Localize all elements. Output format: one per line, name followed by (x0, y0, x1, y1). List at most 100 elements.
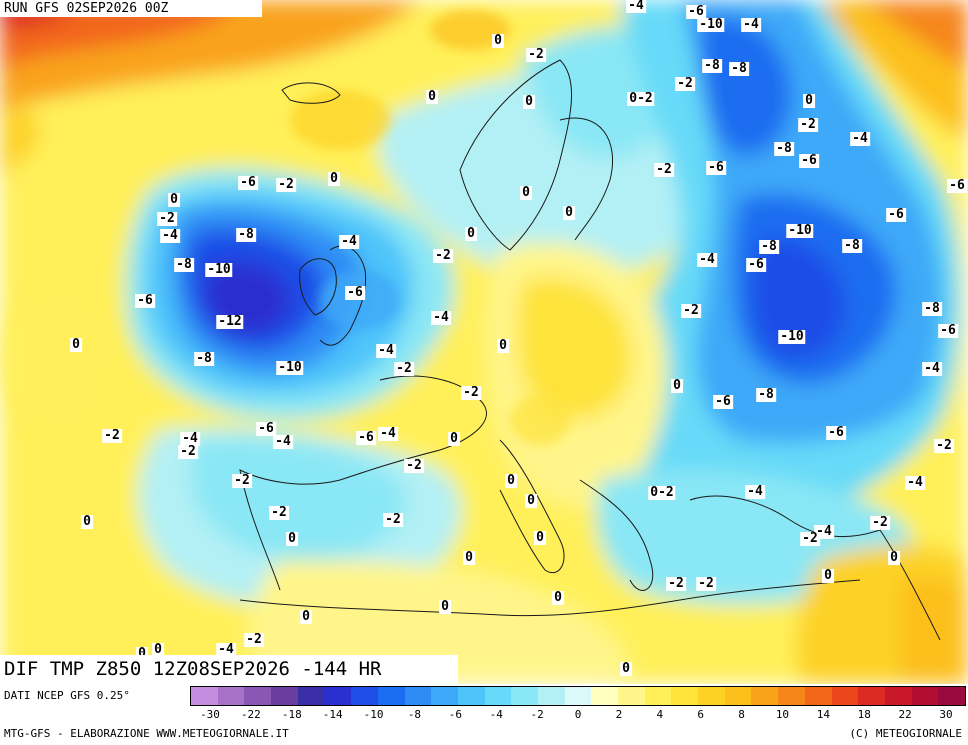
contour-value-label: -2 (681, 303, 701, 318)
scale-tick-label: -8 (407, 708, 422, 721)
contour-value-label: -6 (135, 293, 155, 308)
contour-value-label: 0 (465, 226, 477, 241)
contour-value-label: -2 (526, 47, 546, 62)
contour-value-label: -10 (786, 223, 814, 238)
scale-tick-label: -4 (489, 708, 503, 721)
scale-swatch (377, 687, 405, 705)
contour-value-label: -8 (702, 58, 722, 73)
contour-value-label: -8 (729, 61, 749, 76)
contour-value-label: 0 (70, 337, 82, 352)
scale-tick-label: 14 (816, 708, 830, 721)
scale-tick-label: 8 (738, 708, 745, 721)
color-scale (190, 686, 966, 706)
scale-tick-label: 30 (939, 708, 953, 721)
scale-swatch (564, 687, 592, 705)
scale-tick-label: -2 (530, 708, 544, 721)
contour-value-label: 0 (671, 378, 683, 393)
contour-value-label: -8 (759, 239, 779, 254)
scale-tick-label: 22 (898, 708, 912, 721)
scale-swatch (884, 687, 912, 705)
scale-tick-label: 0 (574, 708, 582, 721)
scale-tick-label: -6 (448, 708, 462, 721)
field-title: DIF TMP Z850 12Z08SEP2026 -144 HR (0, 655, 458, 684)
contour-value-label: -2 (178, 444, 198, 459)
scale-tick-label: 2 (615, 708, 623, 721)
contour-value-label: -2 (461, 385, 481, 400)
scale-swatch (804, 687, 832, 705)
scale-swatch (484, 687, 512, 705)
temperature-anomaly-map: -4 -6 -10 -4 0 -2 -8 -8 0 -2 0 0-2 0 -2 -4 -8 -6 -2 -6 0 -6-… (0, 0, 968, 684)
contour-value-label: 0 (492, 33, 504, 48)
scale-tick-label: -30 (200, 708, 220, 721)
contour-value-label: -6 (826, 425, 846, 440)
contour-value-label: 0-2 (648, 485, 676, 500)
contour-value-label: -10 (205, 262, 233, 277)
contour-value-label: 0-2 (627, 91, 655, 106)
color-scale-ticks: -30 -22 -18 -14 -10 -8 -6 -4 -2 0 2 4 6 8 10 14 18 22 30 (190, 708, 966, 722)
scale-tick-label: 18 (857, 708, 871, 721)
contour-value-label: -2 (394, 361, 414, 376)
scale-swatch (457, 687, 485, 705)
contour-value-label: -10 (276, 360, 304, 375)
contour-value-label: -2 (269, 505, 289, 520)
scale-swatch (404, 687, 432, 705)
contour-value-label: -4 (431, 310, 451, 325)
contour-value-label: -8 (922, 301, 942, 316)
contour-value-label: 0 (520, 185, 532, 200)
scale-swatch (297, 687, 325, 705)
scale-swatch (591, 687, 618, 705)
scale-swatch (244, 687, 272, 705)
contour-value-label: 0 (803, 93, 815, 108)
contour-value-label: -6 (938, 323, 958, 338)
contour-value-label: 0 (152, 642, 164, 657)
scale-swatch (618, 687, 645, 705)
credit-right: (C) METEOGIORNALE (849, 727, 962, 740)
contour-value-label: -6 (947, 178, 967, 193)
contour-value-label: -12 (216, 314, 244, 329)
contour-value-label: -2 (276, 177, 296, 192)
scale-swatch (511, 687, 538, 705)
contour-value-label: -4 (273, 434, 293, 449)
contour-value-label: -2 (696, 576, 716, 591)
contour-value-label: -2 (157, 211, 177, 226)
contour-value-label: -6 (256, 421, 276, 436)
contour-value-label: 0 (525, 493, 537, 508)
contour-value-label: -4 (376, 343, 396, 358)
contour-value-label: -4 (741, 17, 761, 32)
anomaly-detail (0, 10, 570, 445)
contour-value-label: 0 (497, 338, 509, 353)
scale-swatch (324, 687, 352, 705)
contour-value-label: -8 (194, 351, 214, 366)
scale-swatch (217, 687, 245, 705)
contour-value-label: 0 (426, 89, 438, 104)
credit-left: MTG-GFS - ELABORAZIONE WWW.METEOGIORNALE… (4, 727, 289, 740)
contour-value-label: -2 (666, 576, 686, 591)
contour-value-label: -6 (686, 4, 706, 19)
contour-value-label: 0 (505, 473, 517, 488)
contour-value-label: -2 (654, 162, 674, 177)
scale-swatch (938, 687, 965, 705)
contour-value-label: 0 (286, 531, 298, 546)
contour-value-label: 0 (888, 550, 900, 565)
contour-value-label: 0 (168, 192, 180, 207)
contour-value-label: 0 (81, 514, 93, 529)
data-source-label: DATI NCEP GFS 0.25° (4, 689, 130, 702)
contour-value-label: 0 (552, 590, 564, 605)
contour-value-label: -6 (713, 394, 733, 409)
scale-tick-label: -14 (322, 708, 343, 721)
contour-value-label: -6 (746, 257, 766, 272)
scale-swatch (431, 687, 458, 705)
contour-value-label: 0 (136, 646, 148, 661)
contour-value-label: -8 (774, 141, 794, 156)
contour-value-label: -2 (404, 458, 424, 473)
scale-swatch (778, 687, 805, 705)
contour-value-label: -8 (174, 257, 194, 272)
scale-swatch (911, 687, 939, 705)
scale-swatch (191, 687, 218, 705)
contour-value-label: -2 (102, 428, 122, 443)
contour-value-label: -10 (697, 17, 725, 32)
scale-swatch (858, 687, 885, 705)
contour-value-label: -2 (433, 248, 453, 263)
scale-swatch (751, 687, 779, 705)
run-title: RUN GFS 02SEP2026 00Z (0, 0, 262, 17)
